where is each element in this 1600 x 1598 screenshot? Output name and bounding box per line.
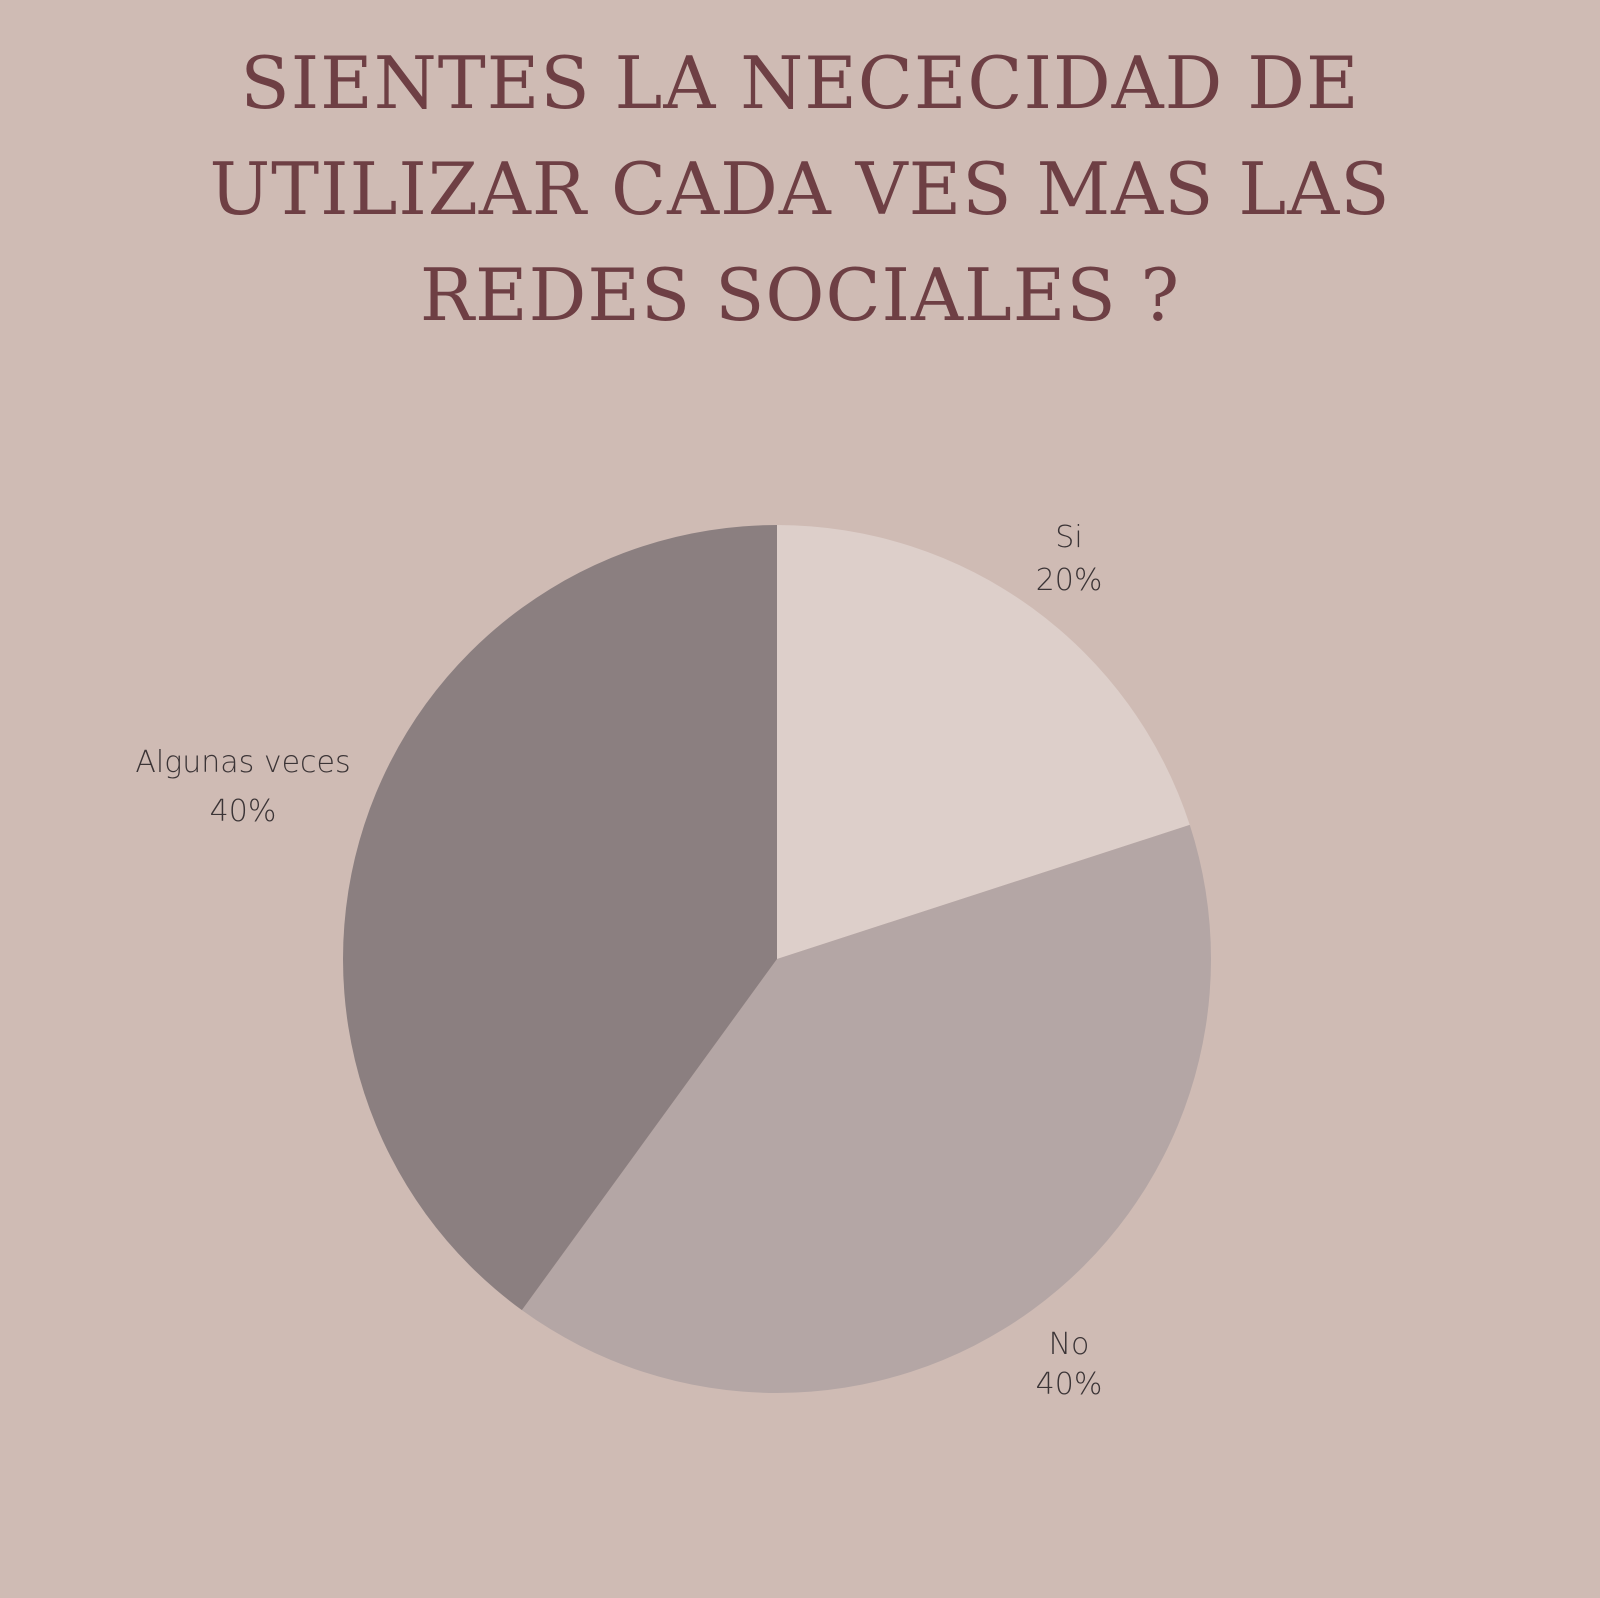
pie-slices [343, 525, 1211, 1393]
slice-value-no: 40% [1036, 1367, 1103, 1402]
slice-value-algunas-veces: 40% [210, 794, 277, 829]
slice-value-si: 20% [1036, 563, 1103, 598]
slice-label-no: No [1049, 1327, 1090, 1362]
slice-label-si: Si [1055, 520, 1082, 555]
slice-label-algunas-veces: Algunas veces [135, 745, 350, 780]
